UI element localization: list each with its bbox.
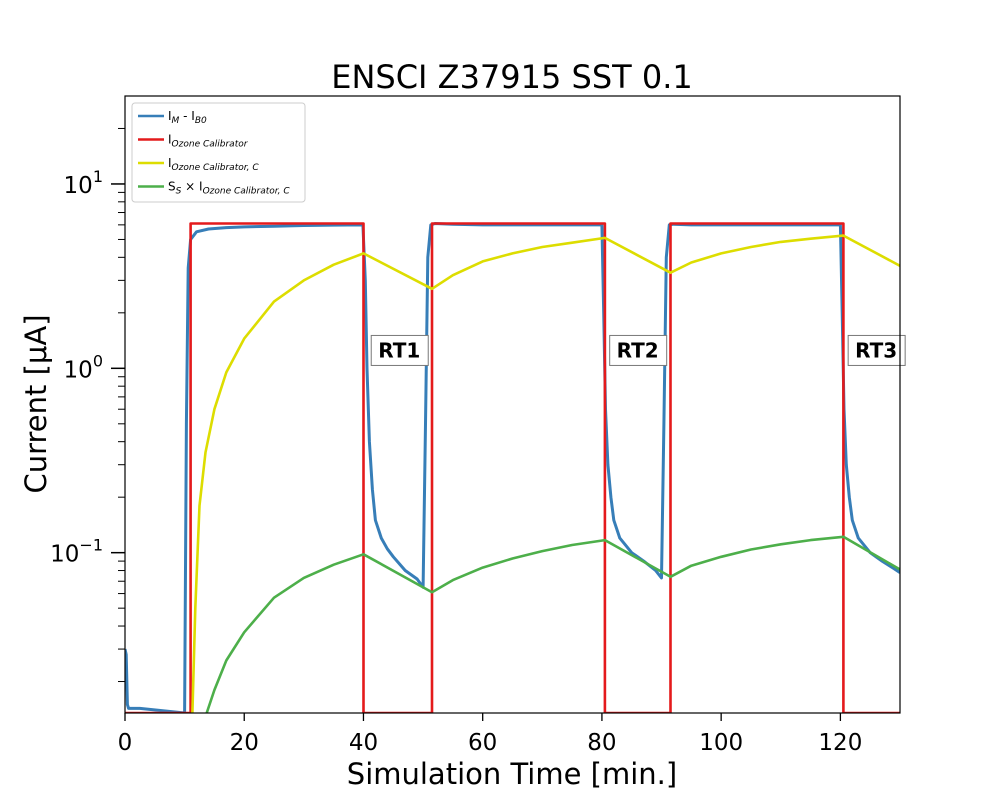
annotation-text: RT1 xyxy=(378,338,420,362)
series-line-2 xyxy=(125,222,900,713)
annotation-rt1: RT1 xyxy=(370,334,429,366)
x-tick-label: 20 xyxy=(230,730,259,756)
x-tick-label: 100 xyxy=(699,730,743,756)
annotation-box xyxy=(609,334,668,366)
annotations: RT1 RT2 RT3 xyxy=(370,334,906,366)
legend-frame xyxy=(131,102,306,203)
x-tick-label: 60 xyxy=(468,730,497,756)
plot-frame xyxy=(124,95,901,714)
y-tick-label: 10−1 xyxy=(50,536,103,568)
x-tick-label: 0 xyxy=(118,730,133,756)
x-axis-label: Simulation Time [min.] xyxy=(347,757,677,791)
x-tick-label: 40 xyxy=(349,730,378,756)
annotation-rt3: RT3 xyxy=(847,334,906,366)
annotation-box xyxy=(847,334,906,366)
annotation-text: RT2 xyxy=(617,338,659,362)
x-axis: 0 20 40 60 80 100 120 xyxy=(118,713,862,756)
annotation-text: RT3 xyxy=(855,338,897,362)
annotation-rt2: RT2 xyxy=(609,334,668,366)
x-tick-label: 120 xyxy=(818,730,862,756)
series-line-3 xyxy=(191,234,900,713)
x-tick-label: 80 xyxy=(587,730,616,756)
chart-title: ENSCI Z37915 SST 0.1 xyxy=(331,58,693,96)
series-line-4 xyxy=(205,535,900,713)
plot-area xyxy=(125,222,900,713)
annotation-box xyxy=(370,334,429,366)
y-axis-label: Current [μA] xyxy=(19,314,53,493)
